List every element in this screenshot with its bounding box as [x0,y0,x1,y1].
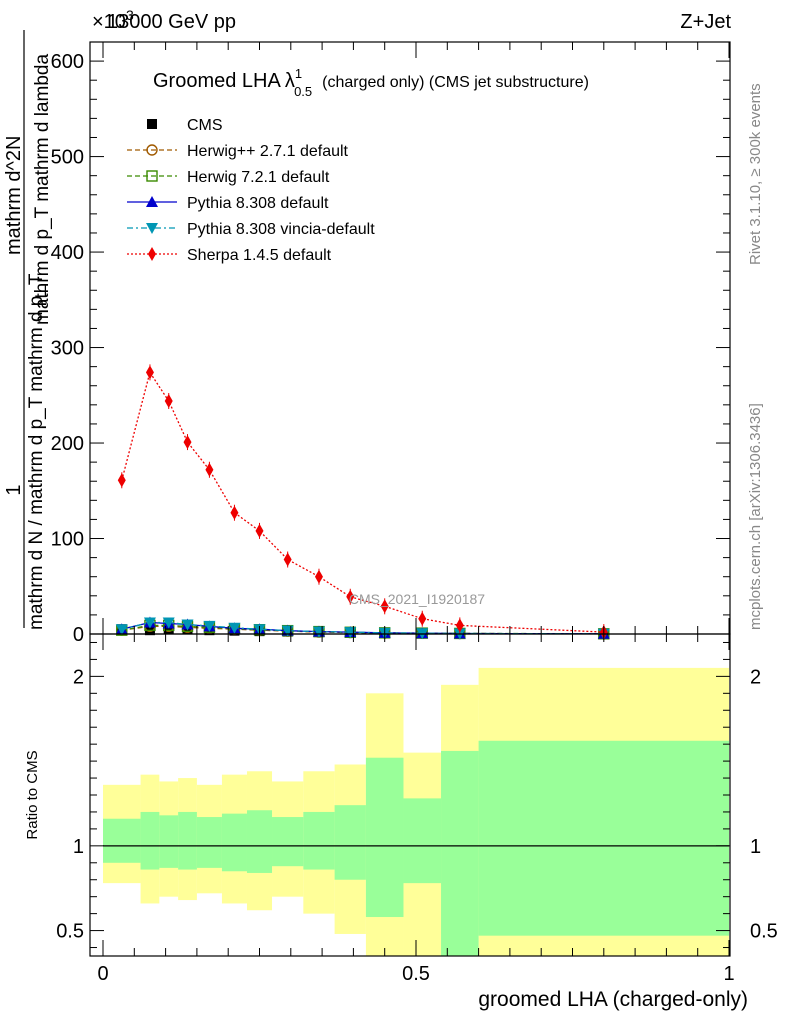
ratio-band-inner [272,817,304,867]
legend-marker [146,170,158,182]
rivet-version-label: Rivet 3.1.10, ≥ 300k events [747,83,764,265]
legend-label: CMS [187,117,223,134]
data-point-sherpa [230,505,239,520]
legend-label: Herwig 7.2.1 default [187,169,330,186]
main-frame [89,41,731,635]
legend-label: Pythia 8.308 default [187,195,329,212]
ratio-y-axis-title: Ratio to CMS [24,750,41,839]
data-point-vincia [162,617,175,629]
ratio-ytick-label-right: 2 [750,666,761,688]
ratio-band-inner [441,750,479,956]
data-point-sherpa [380,599,389,614]
legend-marker [146,144,158,156]
ratio-band-inner [140,811,160,870]
data-point-sherpa [255,523,264,538]
ratio-panel: 0.5 0.5 1 1 2 2 0 0.5 1 Ratio to CMS groomed LHA… [24,633,778,1011]
ratio-bands-layer [103,667,729,956]
main-ytick-label: 300 [51,338,84,360]
legend-entry-sherpa: Sherpa 1.4.5 default [127,247,332,264]
ylabel-fraction-1-denominator: mathrm d N / mathrm d p_T mathrm d p_T [26,273,47,630]
x-tick-label: 0.5 [402,963,430,985]
data-point-vincia [228,622,241,634]
ratio-band-inner [159,815,179,868]
data-point-sherpa [145,365,154,380]
legend-label: Herwig++ 2.7.1 default [187,143,349,160]
ylabel-fraction-2-numerator: mathrm d^2N [3,136,25,255]
ratio-band-inner [478,740,729,936]
ratio-band-inner [103,818,141,863]
x-tick-label: 1 [723,963,734,985]
main-panel: 0 100 200 300 400 500 600 CMS_2021_I1920187 [51,41,731,646]
ratio-band-inner [178,811,197,870]
data-point-vincia [143,617,156,629]
data-point-vincia [203,620,216,632]
data-point-sherpa [418,611,427,626]
legend-entry-pythia: Pythia 8.308 default [127,195,329,212]
ratio-ytick-label-right: 0.5 [750,921,778,943]
x-tick-label: 0 [97,963,108,985]
main-ytick-label: 0 [73,624,84,646]
legend-entry-herwigpp: Herwig++ 2.7.1 default [127,143,349,160]
data-point-vincia [181,619,194,631]
header-energy-label: 13000 GeV pp [107,11,236,33]
legend-marker [146,196,158,207]
ratio-band-inner [196,817,222,868]
ylabel-fraction-2-denominator: mathrm d p_T mathrm d lambda [32,54,53,325]
data-point-vincia [115,624,128,636]
chart-title: Groomed LHA λ1 0.5(charged only) (CMS jet … [153,66,589,99]
data-point-sherpa [346,589,355,604]
header-process-label: Z+Jet [680,11,731,33]
main-ytick-label: 400 [51,242,84,264]
ratio-ytick-label-right: 1 [750,836,761,858]
data-point-sherpa [164,394,173,409]
data-point-sherpa [117,473,126,488]
series-line-sherpa [121,370,604,633]
ratio-frame [89,633,731,957]
data-point-sherpa [314,569,323,584]
legend-entry-vincia: Pythia 8.308 vincia-default [127,221,375,238]
ratio-band-inner [334,805,366,880]
legend-entry-herwig7: Herwig 7.2.1 default [127,169,330,186]
legend-label: Sherpa 1.4.5 default [187,247,332,264]
main-axes: 0 100 200 300 400 500 600 [51,41,730,646]
data-point-sherpa [183,435,192,450]
legend-marker [146,223,158,234]
ratio-band-inner [303,811,335,870]
data-point-sherpa [205,462,214,477]
main-ytick-label: 600 [51,51,84,73]
mcplots-reference-label: mcplots.cern.ch [arXiv:1306.3436] [747,403,764,630]
ratio-band-inner [365,757,404,918]
x-axis-title: groomed LHA (charged-only) [478,988,748,1011]
data-point-sherpa [455,618,464,633]
ylabel-fraction-1-numerator: 1 [3,484,25,495]
analysis-watermark: CMS_2021_I1920187 [349,591,485,607]
ratio-band-inner [246,810,273,873]
legend-entry-cms: CMS [147,117,223,134]
main-ytick-label: 200 [51,433,84,455]
main-ytick-label: 500 [51,147,84,169]
data-point-sherpa [283,552,292,567]
data-point-cms [163,624,174,635]
legend-marker [147,119,157,129]
ratio-axes: 0.5 0.5 1 1 2 2 0 0.5 1 [56,634,778,985]
legend-label: Pythia 8.308 vincia-default [187,221,375,238]
ratio-ytick-label: 2 [73,666,84,688]
series-sherpa [117,364,608,641]
ratio-band-inner [221,813,247,872]
main-ytick-label: 100 [51,529,84,551]
ratio-band-inner [403,798,442,884]
ratio-ytick-label: 1 [73,836,84,858]
ratio-ytick-label: 0.5 [56,921,84,943]
legend-marker [148,247,156,261]
legend: CMS Herwig++ 2.7.1 default Herwig 7.2.1 de… [127,117,375,264]
main-y-axis-title: 1 mathrm d N / mathrm d p_T mathrm d p_T… [3,30,53,630]
y-exponent-label: ×103 [92,7,134,33]
